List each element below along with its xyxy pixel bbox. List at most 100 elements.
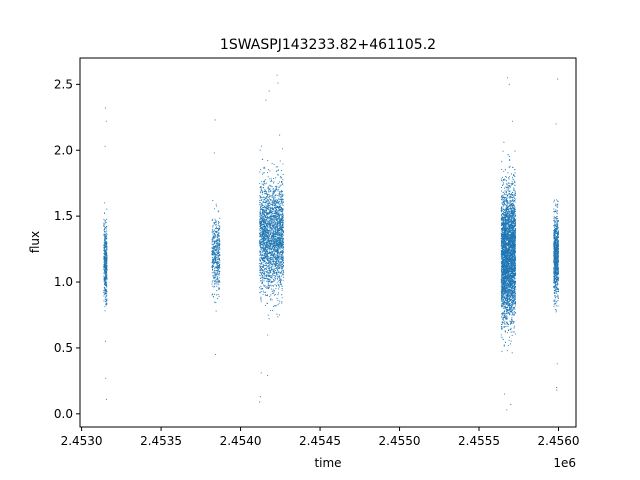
- data-point: [510, 304, 512, 306]
- data-point: [279, 246, 281, 248]
- data-point: [263, 239, 266, 241]
- data-point: [265, 237, 267, 239]
- data-point: [261, 203, 263, 205]
- data-point: [266, 202, 268, 204]
- data-point: [274, 221, 276, 223]
- data-point: [103, 276, 105, 278]
- data-point: [274, 254, 276, 256]
- data-point: [218, 265, 220, 267]
- data-point: [217, 251, 219, 253]
- data-point: [272, 211, 274, 213]
- data-point: [278, 220, 280, 222]
- data-point: [282, 271, 284, 273]
- data-point: [263, 257, 266, 259]
- data-point: [106, 232, 108, 235]
- data-point: [104, 268, 106, 270]
- data-point: [219, 267, 221, 269]
- data-point: [281, 170, 283, 172]
- data-point: [281, 243, 283, 245]
- data-point: [282, 245, 284, 247]
- data-point: [279, 275, 281, 277]
- data-point: [106, 267, 108, 269]
- data-point: [266, 195, 268, 198]
- data-point: [273, 257, 275, 259]
- data-point: [272, 240, 275, 242]
- data-point: [501, 184, 503, 186]
- data-point: [277, 245, 280, 247]
- data-point: [275, 254, 277, 256]
- data-point: [273, 250, 275, 252]
- data-point: [275, 187, 277, 189]
- data-point: [281, 221, 283, 223]
- data-point: [268, 237, 270, 239]
- data-point: [279, 194, 281, 196]
- data-point: [273, 229, 275, 231]
- data-point: [271, 222, 273, 224]
- data-point: [213, 277, 215, 279]
- data-point: [261, 254, 263, 256]
- data-point: [218, 261, 220, 263]
- data-point: [103, 286, 105, 288]
- data-point: [273, 224, 275, 226]
- data-point: [265, 263, 267, 265]
- data-point: [271, 232, 273, 234]
- data-point: [263, 215, 265, 217]
- data-point: [103, 292, 105, 294]
- data-point: [512, 322, 514, 324]
- data-point: [267, 282, 269, 284]
- data-point: [259, 241, 261, 243]
- data-point: [262, 282, 264, 284]
- data-point: [215, 273, 217, 276]
- data-point: [271, 223, 273, 225]
- data-point: [271, 205, 273, 207]
- data-point: [215, 246, 217, 248]
- data-point: [273, 177, 275, 180]
- data-point: [261, 279, 263, 282]
- data-point: [277, 249, 279, 251]
- data-point: [219, 243, 221, 245]
- data-point: [282, 227, 284, 229]
- data-point: [273, 294, 276, 296]
- data-point: [281, 235, 283, 237]
- data-point: [281, 218, 283, 220]
- data-point: [266, 223, 268, 225]
- data-point: [104, 229, 106, 231]
- data-point: [274, 244, 277, 246]
- data-point: [271, 233, 273, 235]
- data-point: [217, 234, 219, 236]
- data-point: [279, 268, 281, 270]
- data-point: [274, 202, 276, 204]
- data-point: [281, 228, 283, 230]
- data-point: [268, 248, 271, 250]
- data-point: [279, 259, 281, 261]
- data-point: [280, 247, 282, 249]
- data-point: [103, 224, 105, 226]
- data-point: [215, 228, 217, 230]
- data-point: [260, 216, 262, 218]
- data-point: [217, 256, 219, 258]
- data-point: [104, 235, 106, 237]
- data-point: [106, 270, 108, 272]
- data-point: [214, 258, 216, 261]
- data-point: [276, 236, 278, 238]
- data-point: [510, 329, 512, 331]
- data-point: [270, 245, 272, 247]
- data-point: [265, 276, 268, 278]
- data-point: [212, 293, 214, 295]
- data-point: [105, 284, 107, 286]
- data-point: [270, 240, 272, 242]
- data-point: [267, 195, 269, 197]
- data-point: [218, 277, 220, 279]
- data-point: [277, 232, 279, 234]
- data-point: [266, 295, 268, 297]
- data-point: [218, 244, 221, 246]
- data-point: [503, 170, 505, 172]
- data-point: [281, 257, 284, 259]
- data-point: [213, 229, 216, 231]
- data-point: [277, 212, 279, 214]
- data-point: [260, 237, 262, 239]
- data-point: [267, 241, 269, 243]
- data-point: [260, 221, 262, 223]
- data-point: [279, 210, 281, 212]
- data-point: [271, 266, 273, 268]
